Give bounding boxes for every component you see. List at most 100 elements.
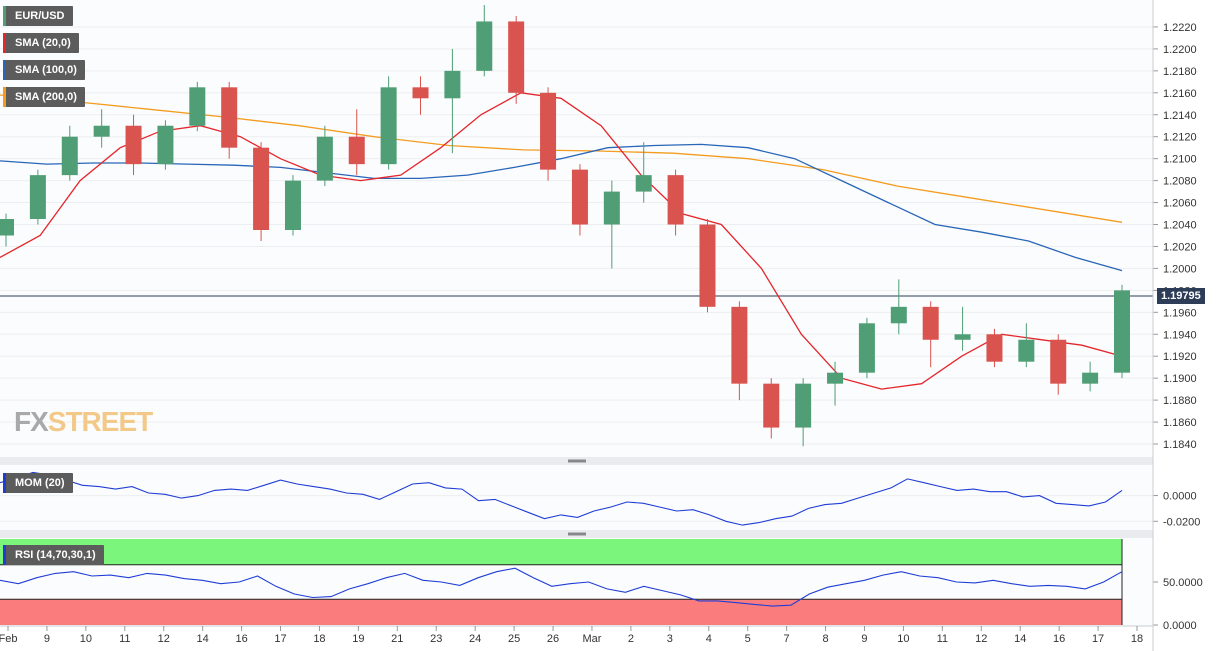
sma200-label: SMA (200,0) xyxy=(15,91,77,103)
candle-body xyxy=(699,224,716,307)
x-tick-label: 24 xyxy=(469,633,481,645)
candle-body xyxy=(1114,290,1130,373)
series-path xyxy=(0,94,1123,223)
candle-body xyxy=(284,180,301,230)
y-tick-label: 1.2180 xyxy=(1163,66,1197,78)
y-tick-label: 1.1880 xyxy=(1163,395,1197,407)
candle-body xyxy=(858,323,875,373)
y-tick-label: 1.2000 xyxy=(1163,263,1197,275)
current-price-tag: 1.19795 xyxy=(1157,288,1205,304)
candle-body xyxy=(667,175,684,225)
candle-body xyxy=(316,136,333,181)
mom-label: MOM (20) xyxy=(15,477,65,489)
candle-body xyxy=(731,306,748,384)
sma20-tag[interactable]: SMA (20,0) xyxy=(3,33,79,53)
x-tick-label: Mar xyxy=(582,633,601,645)
candle-body xyxy=(827,372,844,384)
candle-body xyxy=(380,87,397,165)
x-tick-label: 21 xyxy=(391,633,403,645)
mom-tag[interactable]: MOM (20) xyxy=(3,473,73,493)
rsi-label: RSI (14,70,30,1) xyxy=(15,549,96,561)
candle-body xyxy=(540,92,557,170)
y-tick-label: 1.2040 xyxy=(1163,220,1197,232)
candle-body xyxy=(0,219,14,236)
candle-body xyxy=(890,306,907,324)
x-tick-label: 4 xyxy=(706,633,712,645)
x-tick-label: Feb xyxy=(0,633,17,645)
candle-body xyxy=(29,175,46,220)
fxstreet-logo: FXSTREET xyxy=(14,406,153,438)
candle-body xyxy=(444,70,461,99)
rsi-axis: 50.0000 0.0000 xyxy=(1153,577,1203,632)
candle-body xyxy=(763,383,780,428)
y-tick-label: 1.1840 xyxy=(1163,439,1197,451)
mom-color-bar xyxy=(3,473,6,493)
x-tick-label: 18 xyxy=(313,633,325,645)
x-tick-label: 14 xyxy=(1014,633,1026,645)
logo-fx: FX xyxy=(14,406,49,437)
mom-pane-background xyxy=(0,465,1153,530)
sma200-color-bar xyxy=(3,87,6,107)
candle-body xyxy=(1018,339,1035,362)
candles xyxy=(0,5,1130,447)
x-tick-label: 9 xyxy=(44,633,50,645)
sma200-tag[interactable]: SMA (200,0) xyxy=(3,87,85,107)
sma100-color-bar xyxy=(3,60,6,80)
rsi-tag[interactable]: RSI (14,70,30,1) xyxy=(3,545,104,565)
x-tick-label: 16 xyxy=(1053,633,1065,645)
y-tick-label: 1.1940 xyxy=(1163,329,1197,341)
candle-body xyxy=(253,147,270,230)
rsi-path xyxy=(0,567,1123,607)
y-tick-label: 1.2100 xyxy=(1163,154,1197,166)
candle-body xyxy=(1082,372,1099,384)
candle-body xyxy=(571,169,588,225)
y-tick-label: 50.0000 xyxy=(1163,577,1203,589)
x-tick-label: 19 xyxy=(352,633,364,645)
mom-grid xyxy=(0,495,1153,522)
x-tick-label: 9 xyxy=(861,633,867,645)
candle-body xyxy=(157,125,174,165)
y-tick-label: 1.1860 xyxy=(1163,417,1197,429)
x-tick-label: 14 xyxy=(197,633,209,645)
candle-body xyxy=(412,87,429,99)
x-tick-label: 12 xyxy=(158,633,170,645)
x-tick-label: 3 xyxy=(667,633,673,645)
y-tick-label: 1.2160 xyxy=(1163,88,1197,100)
price-axis: 1.1840 1.1860 1.1880 1.1900 1.1920 1.1940 1.19… xyxy=(1153,22,1197,451)
sma200-line xyxy=(0,94,1123,223)
sma20-label: SMA (20,0) xyxy=(15,37,71,49)
x-tick-label: 25 xyxy=(508,633,520,645)
candle-body xyxy=(1050,339,1067,384)
candle-body xyxy=(125,125,142,165)
x-tick-label: 2 xyxy=(628,633,634,645)
x-tick-label: 16 xyxy=(235,633,247,645)
rsi-zones xyxy=(0,539,1123,625)
x-tick-label: 5 xyxy=(745,633,751,645)
mom-path xyxy=(0,471,1123,526)
y-tick-label: 0.0000 xyxy=(1163,620,1197,632)
mom-line xyxy=(0,471,1123,526)
x-tick-label: 8 xyxy=(822,633,828,645)
rsi-line xyxy=(0,567,1123,607)
y-tick-label: 1.2200 xyxy=(1163,44,1197,56)
symbol-tag[interactable]: EUR/USD xyxy=(3,6,73,26)
sma100-tag[interactable]: SMA (100,0) xyxy=(3,60,85,80)
candle-body xyxy=(189,87,206,126)
time-axis: Feb 9 10 11 12 14 16 17 18 19 21 23 24 25 26 Mar 2 3 4 5 7 8 9… xyxy=(0,626,1143,645)
candle-body xyxy=(922,306,939,340)
candle-body xyxy=(795,383,812,428)
sma20-color-bar xyxy=(3,33,6,53)
y-tick-label: -0.0200 xyxy=(1163,516,1200,528)
y-tick-label: 1.2120 xyxy=(1163,132,1197,144)
candle-body xyxy=(93,125,110,137)
candle-body xyxy=(476,21,493,71)
x-tick-label: 11 xyxy=(119,633,130,645)
x-tick-label: 10 xyxy=(897,633,909,645)
candle-body xyxy=(635,175,652,192)
candle-body xyxy=(221,87,238,148)
candle-body xyxy=(954,334,971,340)
main-pane-background xyxy=(0,0,1153,457)
symbol-color-bar xyxy=(3,6,6,26)
mom-axis: 0.0000 -0.0200 xyxy=(1153,491,1200,528)
